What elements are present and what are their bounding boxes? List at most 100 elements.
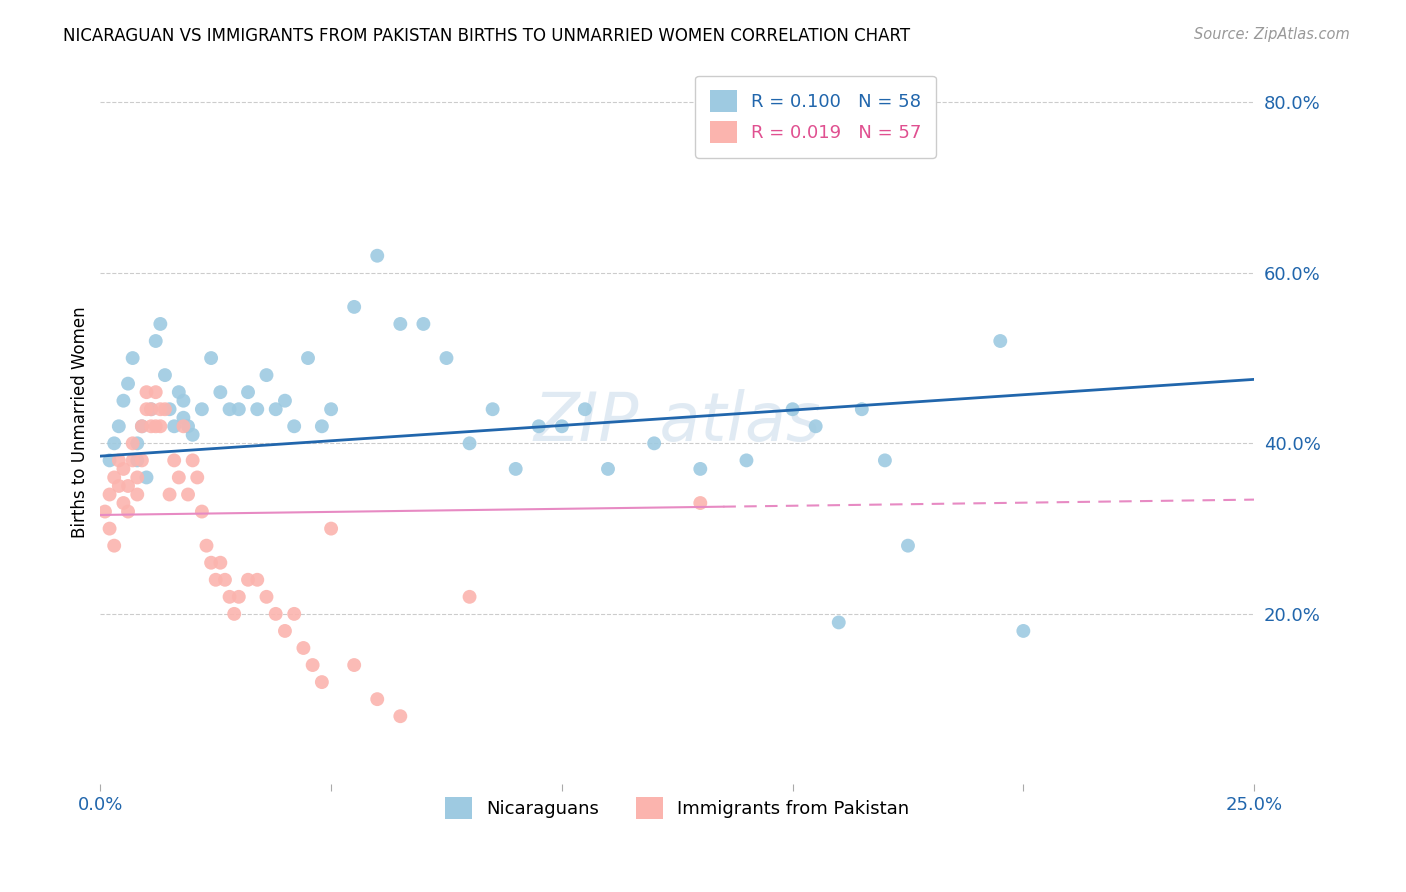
Point: [458, 436, 481, 450]
Point: [200, 351, 222, 365]
Point: [112, 496, 135, 510]
Point: [145, 419, 167, 434]
Point: [283, 419, 305, 434]
Point: [195, 539, 218, 553]
Point: [436, 351, 458, 365]
Point: [301, 658, 323, 673]
Point: [191, 402, 214, 417]
Point: [139, 419, 162, 434]
Point: [163, 453, 186, 467]
Text: ZIP atlas: ZIP atlas: [533, 389, 821, 455]
Point: [131, 453, 153, 467]
Point: [145, 334, 167, 348]
Point: [127, 453, 149, 467]
Point: [135, 402, 157, 417]
Point: [112, 462, 135, 476]
Point: [103, 470, 125, 484]
Point: [596, 462, 619, 476]
Point: [319, 402, 342, 417]
Point: [1012, 624, 1035, 638]
Point: [228, 590, 250, 604]
Point: [505, 462, 527, 476]
Point: [98, 522, 121, 536]
Point: [145, 385, 167, 400]
Point: [177, 419, 200, 434]
Text: Source: ZipAtlas.com: Source: ZipAtlas.com: [1194, 27, 1350, 42]
Point: [214, 573, 236, 587]
Point: [343, 300, 366, 314]
Point: [167, 385, 190, 400]
Text: NICARAGUAN VS IMMIGRANTS FROM PAKISTAN BIRTHS TO UNMARRIED WOMEN CORRELATION CHA: NICARAGUAN VS IMMIGRANTS FROM PAKISTAN B…: [63, 27, 911, 45]
Point: [200, 556, 222, 570]
Point: [343, 658, 366, 673]
Point: [191, 504, 214, 518]
Point: [689, 462, 711, 476]
Point: [177, 487, 200, 501]
Point: [153, 368, 176, 383]
Point: [186, 470, 208, 484]
Point: [149, 317, 172, 331]
Legend: Nicaraguans, Immigrants from Pakistan: Nicaraguans, Immigrants from Pakistan: [437, 789, 917, 826]
Point: [246, 402, 269, 417]
Point: [988, 334, 1011, 348]
Y-axis label: Births to Unmarried Women: Births to Unmarried Women: [72, 306, 89, 538]
Point: [131, 419, 153, 434]
Point: [153, 402, 176, 417]
Point: [292, 640, 315, 655]
Point: [167, 470, 190, 484]
Point: [117, 504, 139, 518]
Point: [366, 249, 388, 263]
Point: [481, 402, 503, 417]
Point: [172, 393, 194, 408]
Point: [873, 453, 896, 467]
Point: [851, 402, 873, 417]
Point: [274, 624, 297, 638]
Point: [149, 419, 172, 434]
Point: [551, 419, 574, 434]
Point: [112, 393, 135, 408]
Point: [804, 419, 827, 434]
Point: [159, 487, 181, 501]
Point: [172, 419, 194, 434]
Point: [98, 453, 121, 467]
Point: [139, 402, 162, 417]
Point: [256, 368, 278, 383]
Point: [204, 573, 226, 587]
Point: [228, 402, 250, 417]
Point: [121, 453, 143, 467]
Point: [412, 317, 434, 331]
Point: [149, 402, 172, 417]
Point: [319, 522, 342, 536]
Point: [159, 402, 181, 417]
Point: [264, 402, 287, 417]
Point: [108, 479, 131, 493]
Point: [209, 556, 232, 570]
Point: [574, 402, 596, 417]
Point: [274, 393, 297, 408]
Point: [236, 573, 259, 587]
Point: [218, 590, 240, 604]
Point: [264, 607, 287, 621]
Point: [218, 402, 240, 417]
Point: [94, 504, 117, 518]
Point: [117, 376, 139, 391]
Point: [127, 487, 149, 501]
Point: [108, 419, 131, 434]
Point: [389, 709, 412, 723]
Point: [689, 496, 711, 510]
Point: [735, 453, 758, 467]
Point: [135, 385, 157, 400]
Point: [103, 436, 125, 450]
Point: [782, 402, 804, 417]
Point: [108, 453, 131, 467]
Point: [163, 419, 186, 434]
Point: [256, 590, 278, 604]
Point: [181, 427, 204, 442]
Point: [135, 470, 157, 484]
Point: [297, 351, 319, 365]
Point: [643, 436, 665, 450]
Point: [389, 317, 412, 331]
Point: [366, 692, 388, 706]
Point: [131, 419, 153, 434]
Point: [224, 607, 246, 621]
